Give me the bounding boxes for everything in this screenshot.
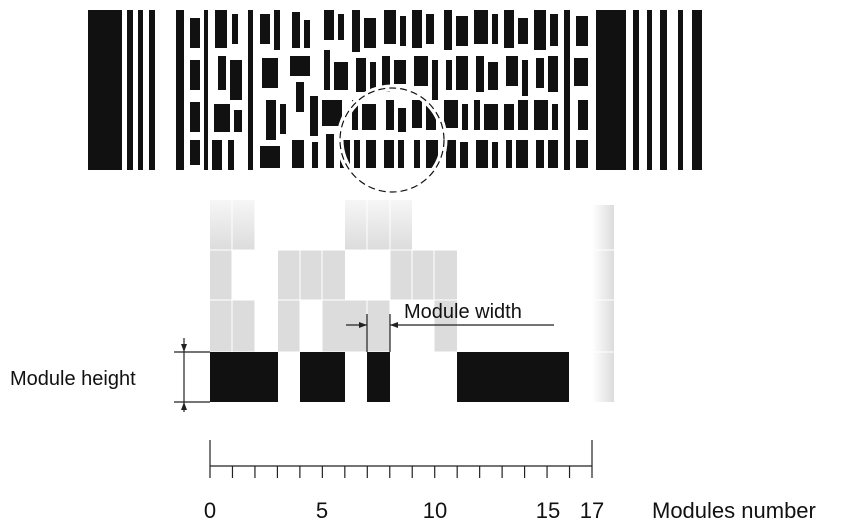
pdf417-barcode — [88, 10, 702, 196]
black-module-row — [210, 352, 569, 402]
axis-minor-ticks — [231, 466, 571, 478]
tick-label-0: 0 — [204, 498, 216, 523]
magnifier-circle — [336, 84, 448, 196]
module-width-annotation: Module width — [346, 301, 554, 352]
ghost-rows — [210, 200, 614, 402]
stop-pattern — [596, 10, 702, 170]
tick-label-10: 10 — [423, 498, 447, 523]
tick-label-15: 15 — [536, 498, 560, 523]
modules-axis: 0 5 10 15 17 Modules number — [204, 440, 816, 523]
data-codewords — [212, 10, 558, 170]
module-width-label: Module width — [404, 301, 522, 323]
right-row-indicator — [564, 10, 588, 170]
modules-number-label: Modules number — [652, 498, 816, 523]
left-row-indicator — [176, 10, 208, 170]
tick-label-17: 17 — [580, 498, 604, 523]
module-height-annotation: Module height — [10, 338, 210, 412]
module-height-label: Module height — [10, 368, 136, 390]
start-pattern — [88, 10, 155, 170]
zoomed-modules — [210, 200, 614, 402]
tick-label-5: 5 — [316, 498, 328, 523]
